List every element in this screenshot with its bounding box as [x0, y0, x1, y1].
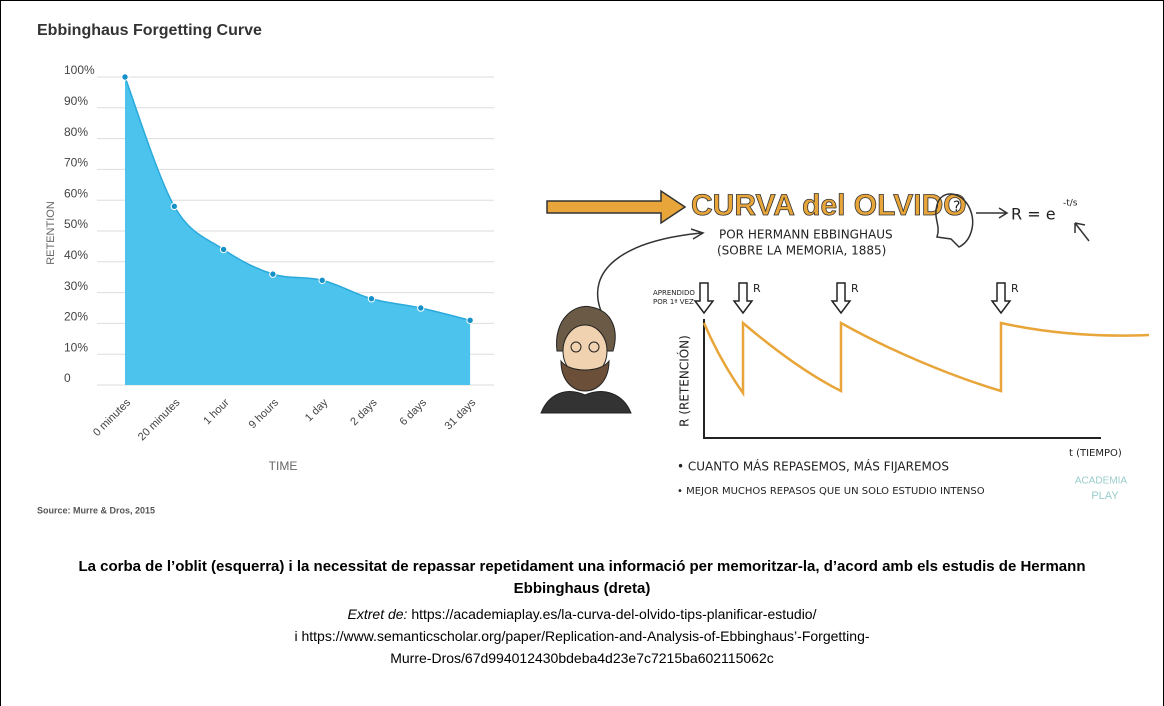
y-tick-label: 40% — [64, 248, 88, 262]
x-tick-label: 2 days — [348, 396, 380, 428]
y-tick-label: 90% — [64, 94, 88, 108]
formula-exponent: -t/s — [1063, 199, 1078, 209]
y-tick-label: 10% — [64, 340, 88, 354]
note: • MEJOR MUCHOS REPASOS QUE UN SOLO ESTUD… — [677, 486, 985, 497]
illustration-title: CURVA del OLVIDO — [691, 189, 967, 222]
point — [220, 246, 226, 252]
note: • CUANTO MÁS REPASEMOS, MÁS FIJAREMOS — [677, 459, 949, 474]
arrow — [1075, 223, 1089, 241]
portrait — [541, 306, 631, 413]
question-mark: ? — [953, 199, 960, 215]
y-axis-label: RETENTION — [45, 201, 57, 265]
arrow — [976, 208, 1007, 218]
y-tick-label: 20% — [64, 310, 88, 324]
caption: La corba de l’oblit (esquerra) i la nece… — [52, 556, 1112, 600]
x-tick-label: 6 days — [398, 396, 430, 428]
x-tick-label: 1 day — [303, 396, 331, 424]
point — [368, 296, 374, 302]
y-tick-label: 60% — [64, 186, 88, 200]
figure: Ebbinghaus Forgetting Curve RETENTION TI… — [1, 1, 1163, 531]
author: POR HERMANN EBBINGHAUS — [719, 228, 893, 242]
review-label: R — [1011, 282, 1019, 295]
formula: R = e — [1011, 205, 1056, 224]
x-tick-label: 20 minutes — [136, 396, 183, 443]
x-tick-label: 1 hour — [201, 396, 232, 427]
illustration: CURVA del OLVIDO POR HERMANN EBBINGHAUS … — [541, 189, 1149, 502]
logo: PLAY — [1091, 490, 1119, 502]
y-tick-label: 100% — [64, 63, 95, 77]
first-learning: APRENDIDO — [653, 289, 695, 297]
y-tick-label: 50% — [64, 217, 88, 231]
source-label: Extret de: — [348, 606, 408, 622]
x-tick-label: 31 days — [443, 396, 479, 432]
point — [467, 317, 473, 323]
y-tick-label: 30% — [64, 279, 88, 293]
source: Source: Murre & Dros, 2015 — [37, 505, 155, 515]
review-label: R — [753, 282, 761, 295]
source-url: https://academiaplay.es/la-curva-del-olv… — [411, 606, 816, 622]
page: Ebbinghaus Forgetting Curve RETENTION TI… — [0, 0, 1164, 706]
second-source: i https://www.semanticscholar.org/paper/… — [282, 625, 882, 669]
work: (SOBRE LA MEMORIA, 1885) — [717, 244, 886, 258]
sketch-x-label: t (TIEMPO) — [1069, 448, 1122, 459]
point — [171, 203, 177, 209]
point — [319, 277, 325, 283]
y-tick-label: 80% — [64, 125, 88, 139]
point — [122, 74, 128, 80]
sketch-y-label: R (RETENCIÓN) — [677, 335, 692, 427]
point — [418, 305, 424, 311]
axes — [704, 319, 1101, 438]
arrow — [547, 191, 685, 223]
first-learning: POR 1ª VEZ — [653, 298, 694, 306]
caption-sources: Extret de: https://academiaplay.es/la-cu… — [1, 603, 1163, 669]
x-tick-label: 0 minutes — [91, 396, 134, 439]
x-axis-label: TIME — [269, 459, 298, 473]
logo: ACADEMIA — [1075, 476, 1128, 487]
retention-sketch — [704, 323, 1149, 393]
x-tick-label: 9 hours — [247, 396, 282, 431]
point — [270, 271, 276, 277]
y-tick-label: 70% — [64, 156, 88, 170]
chart-title: Ebbinghaus Forgetting Curve — [37, 22, 262, 39]
review-label: R — [851, 282, 859, 295]
y-tick-label: 0 — [64, 371, 71, 385]
